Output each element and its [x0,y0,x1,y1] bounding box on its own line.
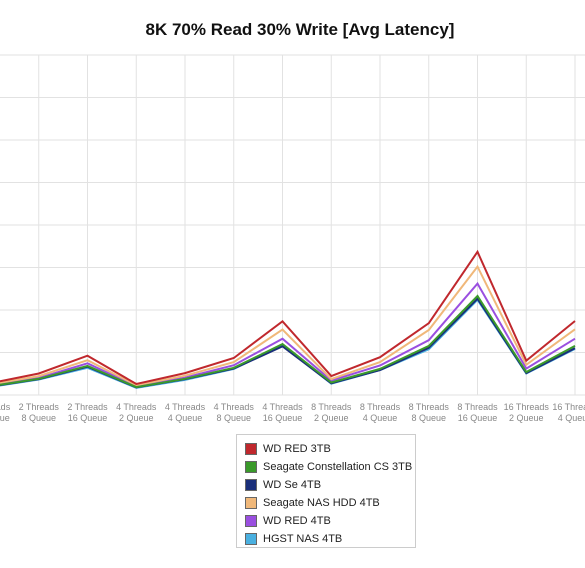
legend-item[interactable]: WD RED 3TB [245,442,331,456]
x-tick-label: 8 Threads [360,402,401,412]
series-lines [0,249,576,389]
x-tick-label: 1 Threads [0,402,11,412]
grid [0,54,585,396]
x-tick-label: 16 Queue [263,413,303,423]
x-tick-label: 16 Queue [0,413,10,423]
series-line-seagate-nas-hdd-4tb [0,264,576,387]
x-tick-label: 4 Threads [165,402,206,412]
x-tick-label: 2 Queue [509,413,544,423]
x-tick-label: 4 Threads [116,402,157,412]
x-tick-label: 2 Threads [67,402,108,412]
legend-swatch [245,533,257,545]
legend-item[interactable]: HGST NAS 4TB [245,532,342,546]
x-tick-label: 8 Queue [21,413,56,423]
x-tick-label: 4 Threads [262,402,303,412]
legend-swatch [245,461,257,473]
legend-swatch [245,515,257,527]
series-line-seagate-constellation-cs-3tb [0,294,576,389]
x-tick-label: 4 Queue [363,413,398,423]
legend-swatch [245,497,257,509]
legend-item[interactable]: WD Se 4TB [245,478,321,492]
x-tick-label: 8 Queue [411,413,446,423]
legend-item[interactable]: Seagate NAS HDD 4TB [245,496,380,510]
legend-item[interactable]: WD RED 4TB [245,514,331,528]
legend-label: Seagate Constellation CS 3TB [263,461,413,473]
x-tick-label: 8 Queue [216,413,251,423]
x-tick-label: 8 Threads [457,402,498,412]
x-tick-label: 4 Queue [558,413,585,423]
legend-swatch [245,443,257,455]
x-tick-label: 8 Threads [311,402,352,412]
legend-label: WD RED 3TB [263,443,331,455]
legend-label: WD Se 4TB [263,479,322,491]
legend-swatch [245,479,257,491]
legend-label: WD RED 4TB [263,515,331,527]
x-tick-label: 16 Queue [458,413,498,423]
series-line-wd-red-4tb [0,281,576,388]
legend: WD RED 3TB Seagate Constellation CS 3TB WD… [236,434,416,548]
chart-title: 8K 70% Read 30% Write [Avg Latency] [146,20,455,39]
legend-label: Seagate NAS HDD 4TB [263,497,380,509]
series-line-wd-red-3tb [0,249,576,386]
x-tick-label: 4 Threads [214,402,255,412]
legend-label: HGST NAS 4TB [263,533,343,545]
x-tick-label: 16 Threads [504,402,550,412]
x-tick-label: 2 Threads [19,402,60,412]
x-tick-label: 2 Queue [119,413,154,423]
x-tick-label: 4 Queue [168,413,203,423]
x-tick-label: 8 Threads [409,402,450,412]
legend-item[interactable]: Seagate Constellation CS 3TB [245,460,412,474]
x-tick-label: 16 Threads [552,402,585,412]
x-tick-label: 2 Queue [314,413,349,423]
x-tick-label: 16 Queue [68,413,108,423]
